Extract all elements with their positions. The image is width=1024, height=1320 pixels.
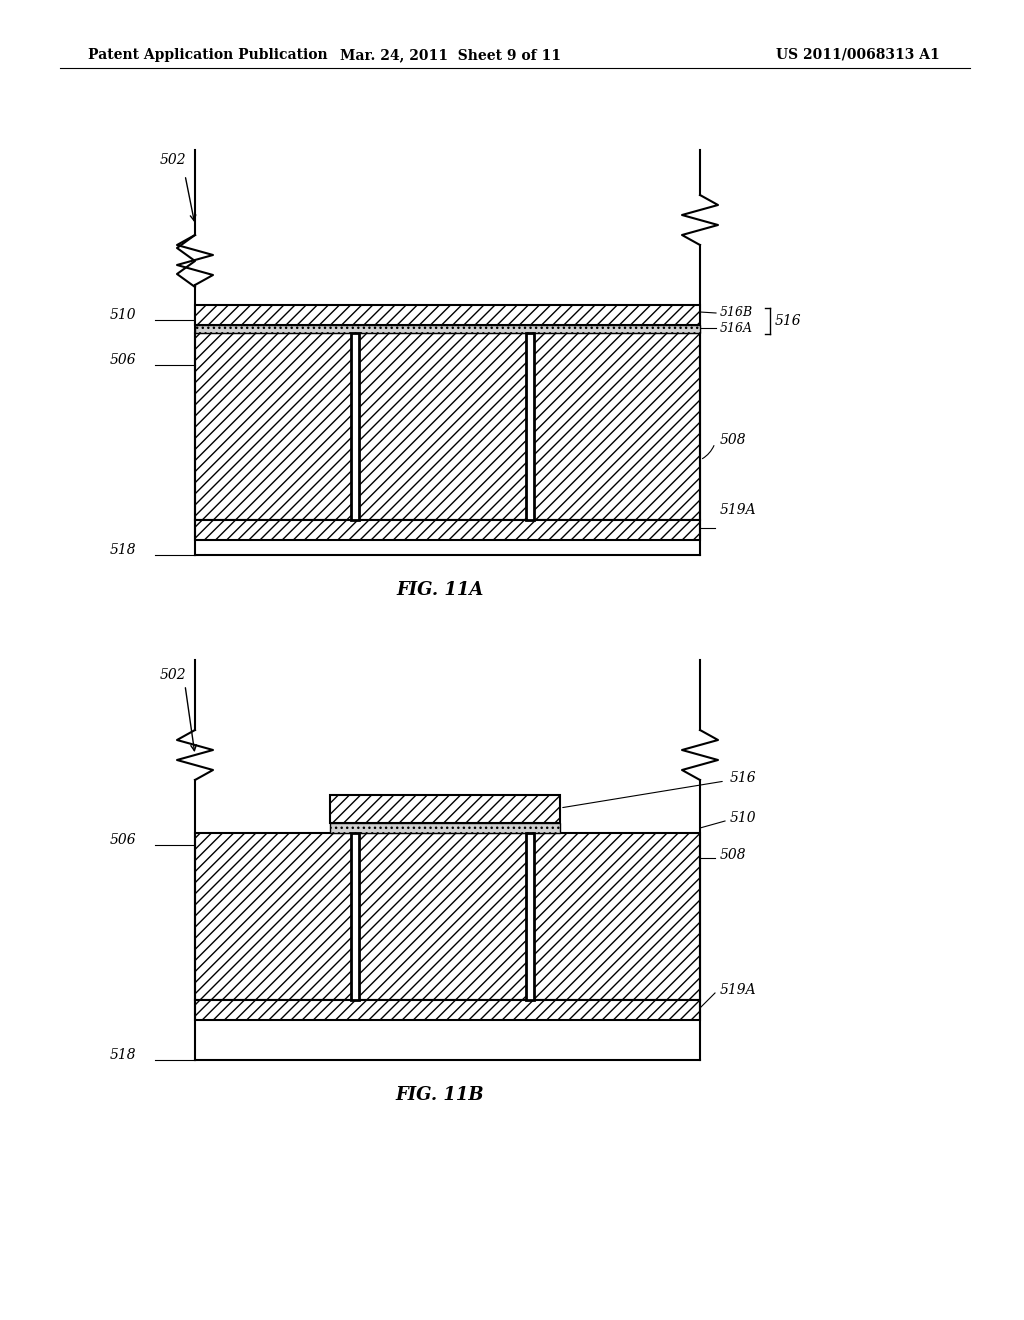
Text: US 2011/0068313 A1: US 2011/0068313 A1 (776, 48, 940, 62)
Bar (195, 833, 700, 1001)
Bar (195, 1001, 700, 1020)
Bar (526, 833, 534, 1001)
Bar (351, 833, 359, 1001)
Bar (351, 333, 359, 520)
Bar (195, 520, 700, 540)
Bar (195, 333, 700, 520)
Text: 502: 502 (160, 668, 186, 682)
Text: 519A: 519A (720, 503, 757, 517)
Text: 516: 516 (730, 771, 757, 785)
Bar (195, 305, 700, 325)
Text: 510: 510 (110, 308, 136, 322)
Text: 508: 508 (720, 433, 746, 447)
Text: 506: 506 (110, 833, 136, 847)
Bar (330, 795, 560, 822)
Text: 516A: 516A (720, 322, 753, 334)
Text: 518: 518 (110, 543, 136, 557)
Bar (526, 333, 534, 520)
Text: 502: 502 (160, 153, 186, 168)
Text: 519A: 519A (720, 983, 757, 997)
Text: FIG. 11B: FIG. 11B (395, 1086, 484, 1104)
Text: 518: 518 (110, 1048, 136, 1063)
Text: 516B: 516B (720, 306, 753, 319)
Bar (195, 325, 700, 333)
Text: FIG. 11A: FIG. 11A (396, 581, 483, 599)
Text: 506: 506 (110, 352, 136, 367)
Text: 516: 516 (775, 314, 802, 327)
Bar (330, 822, 560, 833)
Text: Patent Application Publication: Patent Application Publication (88, 48, 328, 62)
Text: Mar. 24, 2011  Sheet 9 of 11: Mar. 24, 2011 Sheet 9 of 11 (340, 48, 560, 62)
Text: 510: 510 (730, 810, 757, 825)
Text: 508: 508 (720, 847, 746, 862)
